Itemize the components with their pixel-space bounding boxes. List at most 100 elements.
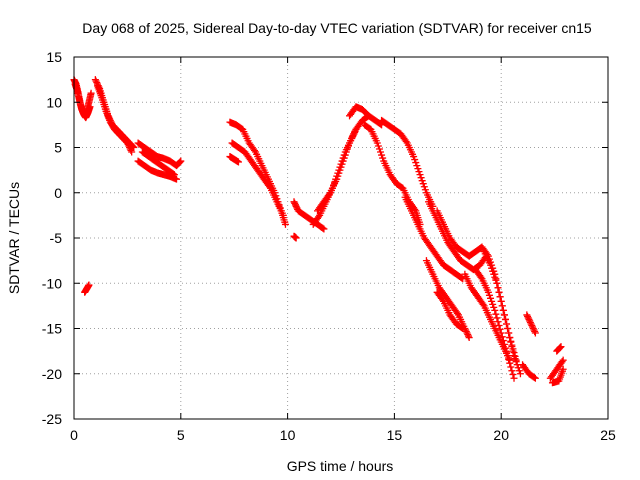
data-point: [510, 374, 518, 382]
data-point: [529, 325, 537, 332]
data-point: [126, 145, 134, 153]
grid: [74, 57, 608, 419]
data-point: [92, 77, 100, 85]
y-tick-label: 10: [46, 94, 62, 110]
data-point: [525, 315, 533, 323]
data-point: [291, 201, 299, 209]
data-point: [514, 364, 522, 372]
data-point: [340, 154, 348, 162]
x-tick-label: 20: [493, 427, 509, 443]
data-point: [291, 199, 299, 207]
data-point: [526, 318, 534, 326]
chart-title: Day 068 of 2025, Sidereal Day-to-day VTE…: [82, 20, 592, 36]
y-tick-label: 15: [46, 49, 62, 65]
data-point: [420, 183, 428, 191]
data-point: [489, 267, 497, 275]
data-point: [508, 341, 516, 349]
axis-ticks: 0 5 10 15 20 25 -25 -20 -15 -10 -5 0 5 10 15: [42, 49, 616, 443]
data-point: [279, 211, 287, 219]
data-point: [125, 142, 133, 150]
data-point: [488, 297, 496, 305]
data-point: [91, 76, 99, 84]
data-point: [506, 356, 514, 364]
data-point: [418, 177, 426, 185]
data-point: [339, 157, 347, 165]
data-point: [378, 151, 386, 159]
data-point: [459, 325, 467, 332]
data-point: [498, 302, 506, 310]
data-point: [490, 270, 498, 278]
x-tick-label: 15: [387, 427, 403, 443]
data-point: [559, 365, 567, 373]
data-point: [494, 284, 502, 292]
data-point: [524, 312, 532, 320]
y-tick-label: 5: [54, 140, 62, 156]
data-point: [529, 323, 537, 331]
data-point: [416, 171, 424, 179]
data-point: [128, 148, 136, 156]
data-point: [528, 321, 536, 329]
data-point: [123, 139, 131, 147]
data-point: [292, 234, 300, 242]
data-point: [503, 320, 511, 328]
data-point: [292, 202, 300, 210]
data-point: [320, 225, 328, 233]
data-point: [493, 279, 501, 287]
data-point: [495, 288, 503, 296]
data-point: [379, 154, 387, 162]
data-point: [175, 159, 183, 167]
x-tick-label: 10: [280, 427, 296, 443]
data-point: [494, 318, 502, 326]
data-point: [509, 371, 517, 379]
data-point: [413, 162, 421, 170]
data-point: [509, 345, 517, 353]
data-point: [410, 153, 418, 161]
data-point: [335, 169, 343, 177]
x-axis-title: GPS time / hours: [287, 458, 394, 474]
data-point: [319, 224, 327, 232]
data-point: [458, 274, 466, 282]
y-tick-label: -5: [50, 230, 63, 246]
data-point: [505, 329, 513, 337]
y-tick-label: -25: [42, 411, 62, 427]
data-point: [177, 157, 185, 165]
data-point: [315, 213, 323, 221]
data-point: [412, 159, 420, 167]
data-point: [487, 294, 495, 302]
data-point: [506, 334, 514, 342]
data-point: [490, 303, 498, 311]
data-point: [173, 175, 181, 183]
data-point: [496, 325, 504, 333]
data-point: [464, 332, 472, 340]
data-point: [531, 374, 539, 382]
data-point: [530, 374, 538, 382]
data-point: [337, 163, 345, 171]
data-point: [344, 142, 352, 150]
data-point: [170, 171, 178, 179]
data-point: [86, 103, 94, 111]
data-point: [524, 314, 532, 322]
data-point: [499, 306, 507, 314]
data-point: [557, 343, 565, 351]
y-tick-label: -20: [42, 366, 62, 382]
data-point: [373, 139, 381, 147]
data-point: [414, 165, 422, 173]
data-point: [336, 166, 344, 174]
data-point: [508, 367, 516, 375]
data-point: [463, 329, 471, 337]
data-point: [281, 220, 289, 228]
data-point: [265, 183, 273, 191]
data-point: [458, 324, 466, 332]
data-point: [559, 356, 567, 364]
data-point: [531, 329, 539, 337]
data-point: [511, 352, 519, 360]
data-point: [411, 156, 419, 164]
data-point: [341, 151, 349, 159]
data-point: [87, 89, 95, 97]
data-point: [497, 297, 505, 305]
x-tick-label: 5: [177, 427, 185, 443]
data-point: [491, 273, 499, 281]
data-point: [512, 356, 520, 364]
data-point: [492, 276, 500, 284]
